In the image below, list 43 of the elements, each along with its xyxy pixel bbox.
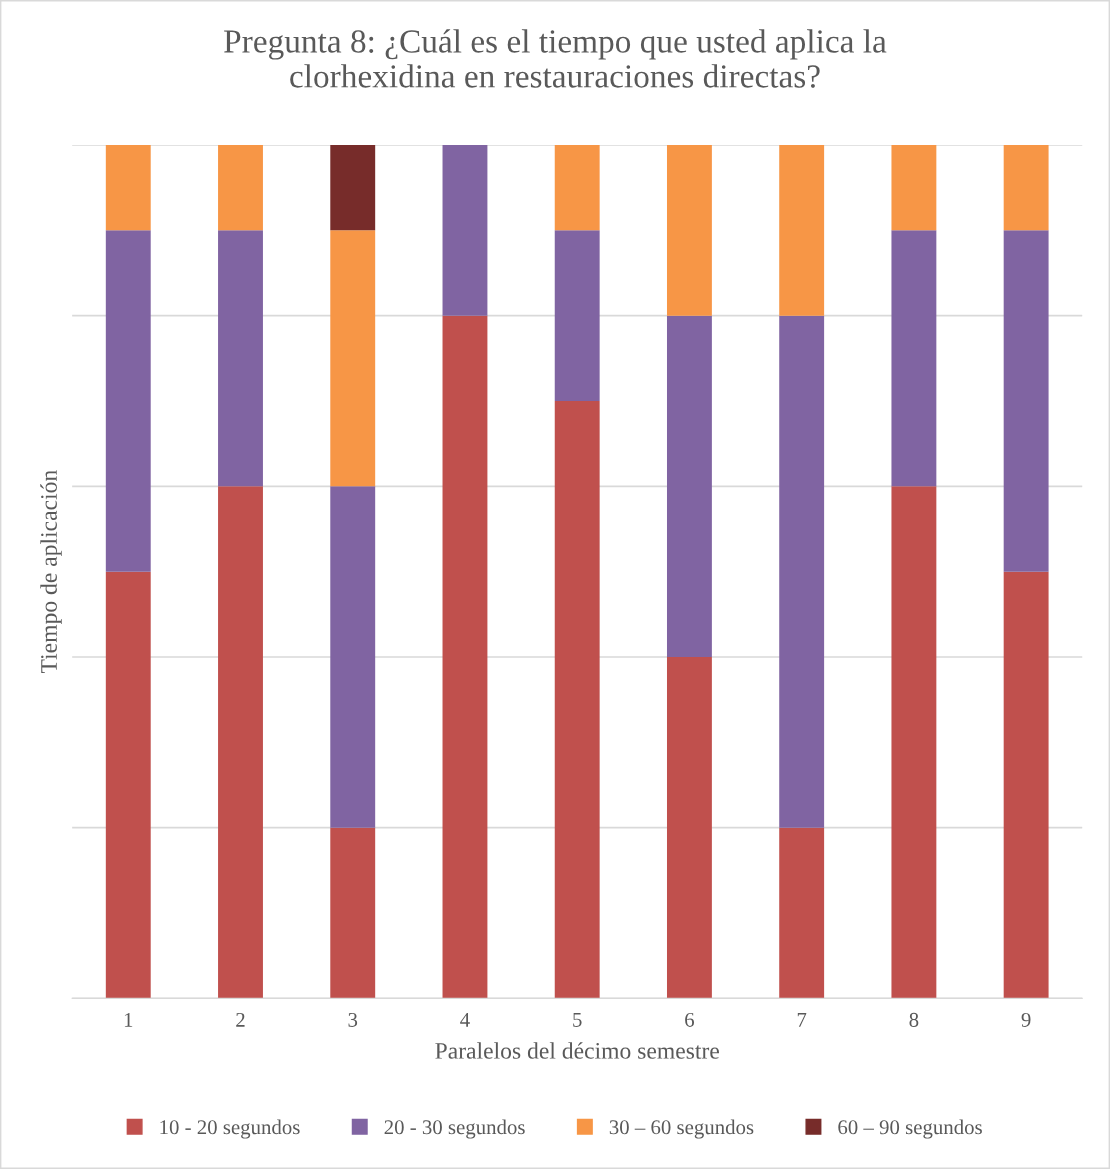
bar xyxy=(1003,571,1049,999)
bar xyxy=(779,144,825,316)
x-tick-label: 4 xyxy=(460,1012,470,1027)
bar xyxy=(330,827,376,999)
bar xyxy=(554,400,600,999)
bar xyxy=(666,144,712,316)
bar xyxy=(1003,230,1049,572)
bar xyxy=(779,827,825,999)
bar xyxy=(330,230,376,487)
x-tick-label: 6 xyxy=(685,1012,695,1027)
bar xyxy=(105,230,151,572)
x-tick-label: 8 xyxy=(909,1012,919,1027)
chart-title: Pregunta 8: ¿Cuál es el tiempo que usted aplica la clorhexidina en restauraciones directas? xyxy=(224,29,887,88)
bar xyxy=(554,230,600,401)
x-tick-label: 1 xyxy=(124,1012,133,1027)
bar xyxy=(442,315,488,999)
legend-label: 20 - 30 segundos xyxy=(384,1119,525,1139)
legend-label: 30 – 60 segundos xyxy=(609,1119,754,1139)
bar xyxy=(105,571,151,999)
x-tick-label: 5 xyxy=(573,1013,582,1027)
bar xyxy=(666,656,712,999)
x-tick-label: 2 xyxy=(236,1012,245,1027)
y-axis-title: Tiempo de aplicación xyxy=(40,470,62,674)
bar xyxy=(891,144,937,231)
bar xyxy=(891,486,937,999)
bar xyxy=(442,144,488,316)
legend-label: 10 - 20 segundos xyxy=(160,1119,300,1139)
bar xyxy=(330,144,376,231)
bar xyxy=(218,486,263,999)
x-tick-label: 7 xyxy=(797,1013,807,1027)
bar xyxy=(891,230,937,487)
bar xyxy=(218,144,263,231)
bar xyxy=(666,315,712,657)
x-tick-label: 3 xyxy=(348,1012,358,1027)
x-axis-title: Paralelos del décimo semestre xyxy=(435,1042,719,1059)
bar xyxy=(1003,144,1049,231)
bar xyxy=(779,315,825,828)
bar xyxy=(554,144,600,231)
x-tick-label: 9 xyxy=(1021,1012,1031,1027)
bar xyxy=(330,486,376,828)
legend-label: 60 – 90 segundos xyxy=(838,1119,982,1139)
bar xyxy=(105,144,151,231)
bar xyxy=(218,230,263,487)
